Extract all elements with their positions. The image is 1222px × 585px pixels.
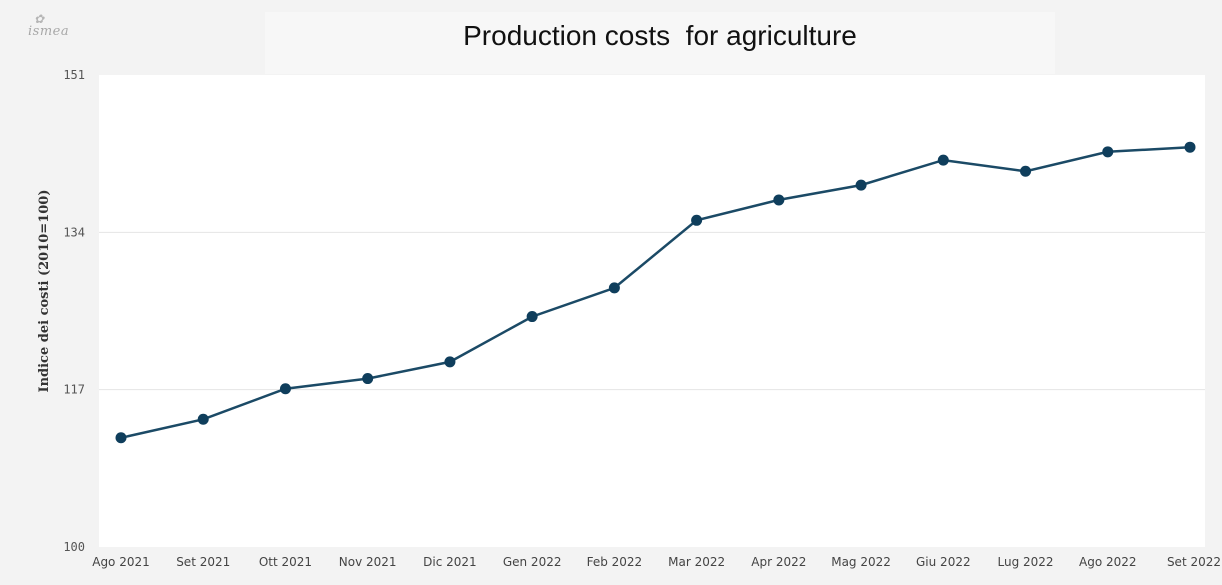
- y-tick-label: 134: [63, 225, 85, 239]
- x-tick-label: Dic 2021: [423, 555, 477, 569]
- series-line: [120, 145, 1191, 440]
- x-tick-label: Mag 2022: [831, 555, 891, 569]
- x-tick-label: Ago 2022: [1079, 555, 1137, 569]
- data-point[interactable]: [1184, 141, 1196, 153]
- x-tick-label: Lug 2022: [998, 555, 1054, 569]
- data-point[interactable]: [855, 179, 867, 191]
- x-tick-label: Feb 2022: [587, 555, 643, 569]
- plot-area: [99, 75, 1205, 547]
- x-tick-label: Mar 2022: [668, 555, 725, 569]
- data-point[interactable]: [197, 413, 209, 425]
- x-tick-label: Apr 2022: [751, 555, 806, 569]
- y-axis-ticks: 100 117 134 151: [63, 68, 85, 554]
- y-tick-label: 117: [63, 383, 85, 397]
- y-tick-label: 100: [63, 540, 85, 554]
- x-tick-label: Gen 2022: [503, 555, 562, 569]
- data-point[interactable]: [773, 194, 785, 206]
- data-point[interactable]: [444, 356, 456, 368]
- x-axis-ticks: Ago 2021 Set 2021 Ott 2021 Nov 2021 Dic 2021…: [92, 555, 1221, 569]
- data-point[interactable]: [526, 311, 538, 323]
- chart-title: Production costs for agriculture: [463, 20, 857, 51]
- data-point[interactable]: [362, 373, 374, 385]
- y-axis-label: Indice dei costi (2010=100): [37, 190, 52, 393]
- data-point[interactable]: [691, 214, 703, 226]
- x-tick-label: Set 2021: [176, 555, 230, 569]
- data-point[interactable]: [608, 282, 620, 294]
- leaf-icon: ✿: [34, 12, 45, 26]
- data-point[interactable]: [937, 154, 949, 166]
- data-point[interactable]: [115, 432, 127, 444]
- ismea-logo: ✿ ismea: [28, 12, 70, 39]
- x-tick-label: Giu 2022: [916, 555, 971, 569]
- data-point[interactable]: [1020, 165, 1032, 177]
- x-tick-label: Set 2022: [1167, 555, 1221, 569]
- y-tick-label: 151: [63, 68, 85, 82]
- x-tick-label: Ott 2021: [259, 555, 312, 569]
- title-band: Production costs for agriculture: [265, 12, 1055, 74]
- data-point[interactable]: [1102, 146, 1114, 158]
- data-markers: [115, 141, 1196, 444]
- data-point[interactable]: [279, 383, 291, 395]
- logo-text: ismea: [28, 24, 70, 39]
- x-tick-label: Nov 2021: [339, 555, 397, 569]
- x-tick-label: Ago 2021: [92, 555, 150, 569]
